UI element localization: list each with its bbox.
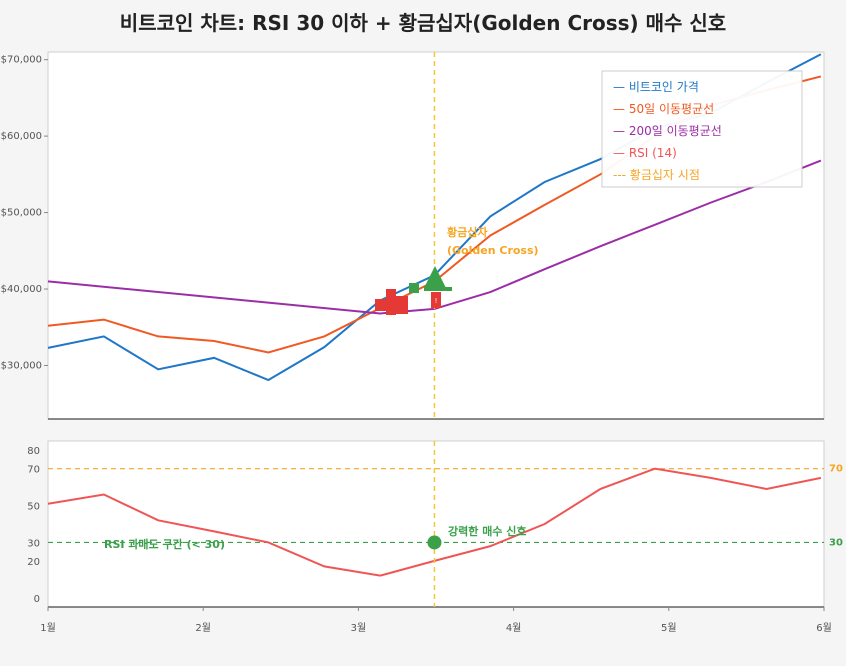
legend-box — [601, 70, 803, 188]
rsi-y-tick-label: 50 — [27, 502, 40, 513]
x-tick-label: 2월 — [195, 622, 211, 634]
golden-cross-annotation: 황금십자 (Golden Cross) — [447, 225, 539, 257]
rsi-y-tick-label: 80 — [27, 446, 40, 457]
buy-marker-text: ! — [435, 297, 438, 305]
rsi-y-tick-label: 70 — [27, 465, 40, 476]
main-y-tick-label: $60,000 — [1, 131, 42, 142]
rsi-y-tick-label: 20 — [27, 557, 40, 568]
buy-marker-red-2 — [386, 289, 396, 315]
x-ticks: 1월 2월 3월 4월 5월 6월 — [40, 607, 832, 634]
main-y-tick-label: $40,000 — [1, 284, 42, 295]
legend-item-2: — 200일 이동평균선 — [613, 124, 722, 138]
x-tick-label: 4월 — [506, 622, 522, 634]
rsi-y-ticks: 0 20 30 50 70 80 — [27, 446, 40, 605]
golden-cross-annotation-line1: 황금십자 — [447, 225, 488, 239]
legend-item-3: — RSI (14) — [613, 146, 677, 160]
legend-item-4: --- 황금십자 시점 — [613, 168, 700, 182]
buy-marker-red-4 — [431, 292, 441, 308]
golden-cross-annotation-line2: (Golden Cross) — [447, 244, 539, 257]
legend-item-0: — 비트코인 가격 — [613, 80, 699, 94]
rsi-y-tick-label: 30 — [27, 538, 40, 549]
buy-marker-green-triangle — [424, 266, 446, 288]
buy-signal-dot — [427, 535, 442, 550]
legend: — 비트코인 가격 — 50일 이동평균선 — 200일 이동평균선 — RSI (1… — [601, 70, 803, 188]
buy-marker-green-bar — [424, 287, 452, 291]
rsi-plot-area — [47, 440, 825, 608]
oversold-zone-label: RSI 과매도 구간 (< 30) — [104, 537, 225, 551]
x-tick-label: 5월 — [661, 622, 677, 634]
main-y-tick-label: $70,000 — [1, 55, 42, 66]
buy-marker-green-1 — [409, 283, 419, 293]
x-tick-label: 1월 — [40, 622, 56, 634]
oversold-label: 30 — [829, 537, 843, 548]
rsi-y-tick-label: 0 — [34, 594, 40, 605]
x-tick-label: 6월 — [816, 622, 832, 634]
chart-title: 비트코인 차트: RSI 30 이하 + 황금십자(Golden Cross) … — [120, 11, 726, 35]
main-y-ticks: $30,000 $40,000 $50,000 $60,000 $70,000 — [1, 55, 48, 371]
overbought-label: 70 — [829, 464, 843, 475]
buy-marker-red-3 — [396, 296, 408, 314]
x-tick-label: 3월 — [351, 622, 367, 634]
main-y-tick-label: $50,000 — [1, 208, 42, 219]
legend-item-1: — 50일 이동평균선 — [613, 102, 714, 116]
buy-marker-red-1 — [375, 299, 387, 311]
buy-signal-label: 강력한 매수 신호 — [448, 524, 527, 538]
buy-signal-markers: ! — [375, 266, 452, 315]
main-y-tick-label: $30,000 — [1, 360, 42, 371]
